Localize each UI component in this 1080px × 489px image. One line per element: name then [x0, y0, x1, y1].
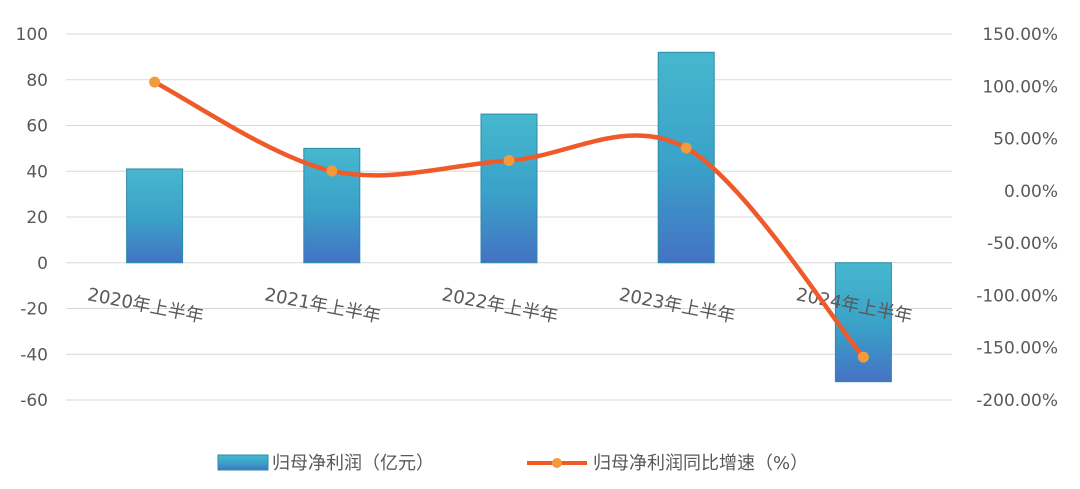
left-tick-label: -20 — [20, 300, 48, 320]
line-point — [857, 351, 869, 363]
right-tick-label: -50.00% — [987, 234, 1058, 254]
right-tick-label: -100.00% — [976, 286, 1058, 306]
legend-bar-swatch — [217, 454, 269, 471]
right-tick-label: 50.00% — [993, 130, 1058, 150]
line-point — [680, 142, 692, 154]
category-label: 2020年上半年 — [86, 284, 206, 327]
legend-line-label: 归母净利润同比增速（%） — [593, 453, 808, 474]
right-tick-label: 150.00% — [982, 25, 1058, 45]
left-tick-label: 100 — [16, 25, 48, 45]
line-point — [149, 76, 161, 88]
left-axis-ticks: 100 80 60 40 20 0 -20 -40 -60 — [16, 25, 48, 411]
category-labels: 2020年上半年 2021年上半年 2022年上半年 2023年上半年 2024年上半年 — [86, 284, 914, 327]
line-point — [503, 155, 515, 167]
bar — [126, 168, 184, 264]
bar — [480, 113, 538, 264]
bar — [834, 262, 892, 383]
left-tick-label: 80 — [26, 71, 48, 91]
line-point — [326, 165, 338, 177]
category-label: 2021年上半年 — [263, 284, 383, 327]
legend-line-marker — [552, 458, 562, 468]
category-label: 2022年上半年 — [440, 284, 560, 327]
left-tick-label: 60 — [26, 117, 48, 137]
legend: 归母净利润（亿元） 归母净利润同比增速（%） — [217, 453, 808, 474]
legend-bar-label: 归母净利润（亿元） — [272, 453, 434, 474]
category-label: 2023年上半年 — [617, 284, 737, 327]
right-tick-label: 100.00% — [982, 77, 1058, 97]
left-tick-label: -40 — [20, 345, 48, 365]
bar — [657, 51, 715, 264]
right-tick-label: 0.00% — [1004, 182, 1058, 202]
left-tick-label: 20 — [26, 208, 48, 228]
right-axis-ticks: 150.00% 100.00% 50.00% 0.00% -50.00% -100.00%… — [976, 25, 1058, 411]
line-path — [152, 79, 866, 360]
right-tick-label: -200.00% — [976, 391, 1058, 411]
left-tick-label: 40 — [26, 162, 48, 182]
left-tick-label: -60 — [20, 391, 48, 411]
line-series — [149, 76, 869, 363]
left-tick-label: 0 — [37, 254, 48, 274]
right-tick-label: -150.00% — [976, 339, 1058, 359]
